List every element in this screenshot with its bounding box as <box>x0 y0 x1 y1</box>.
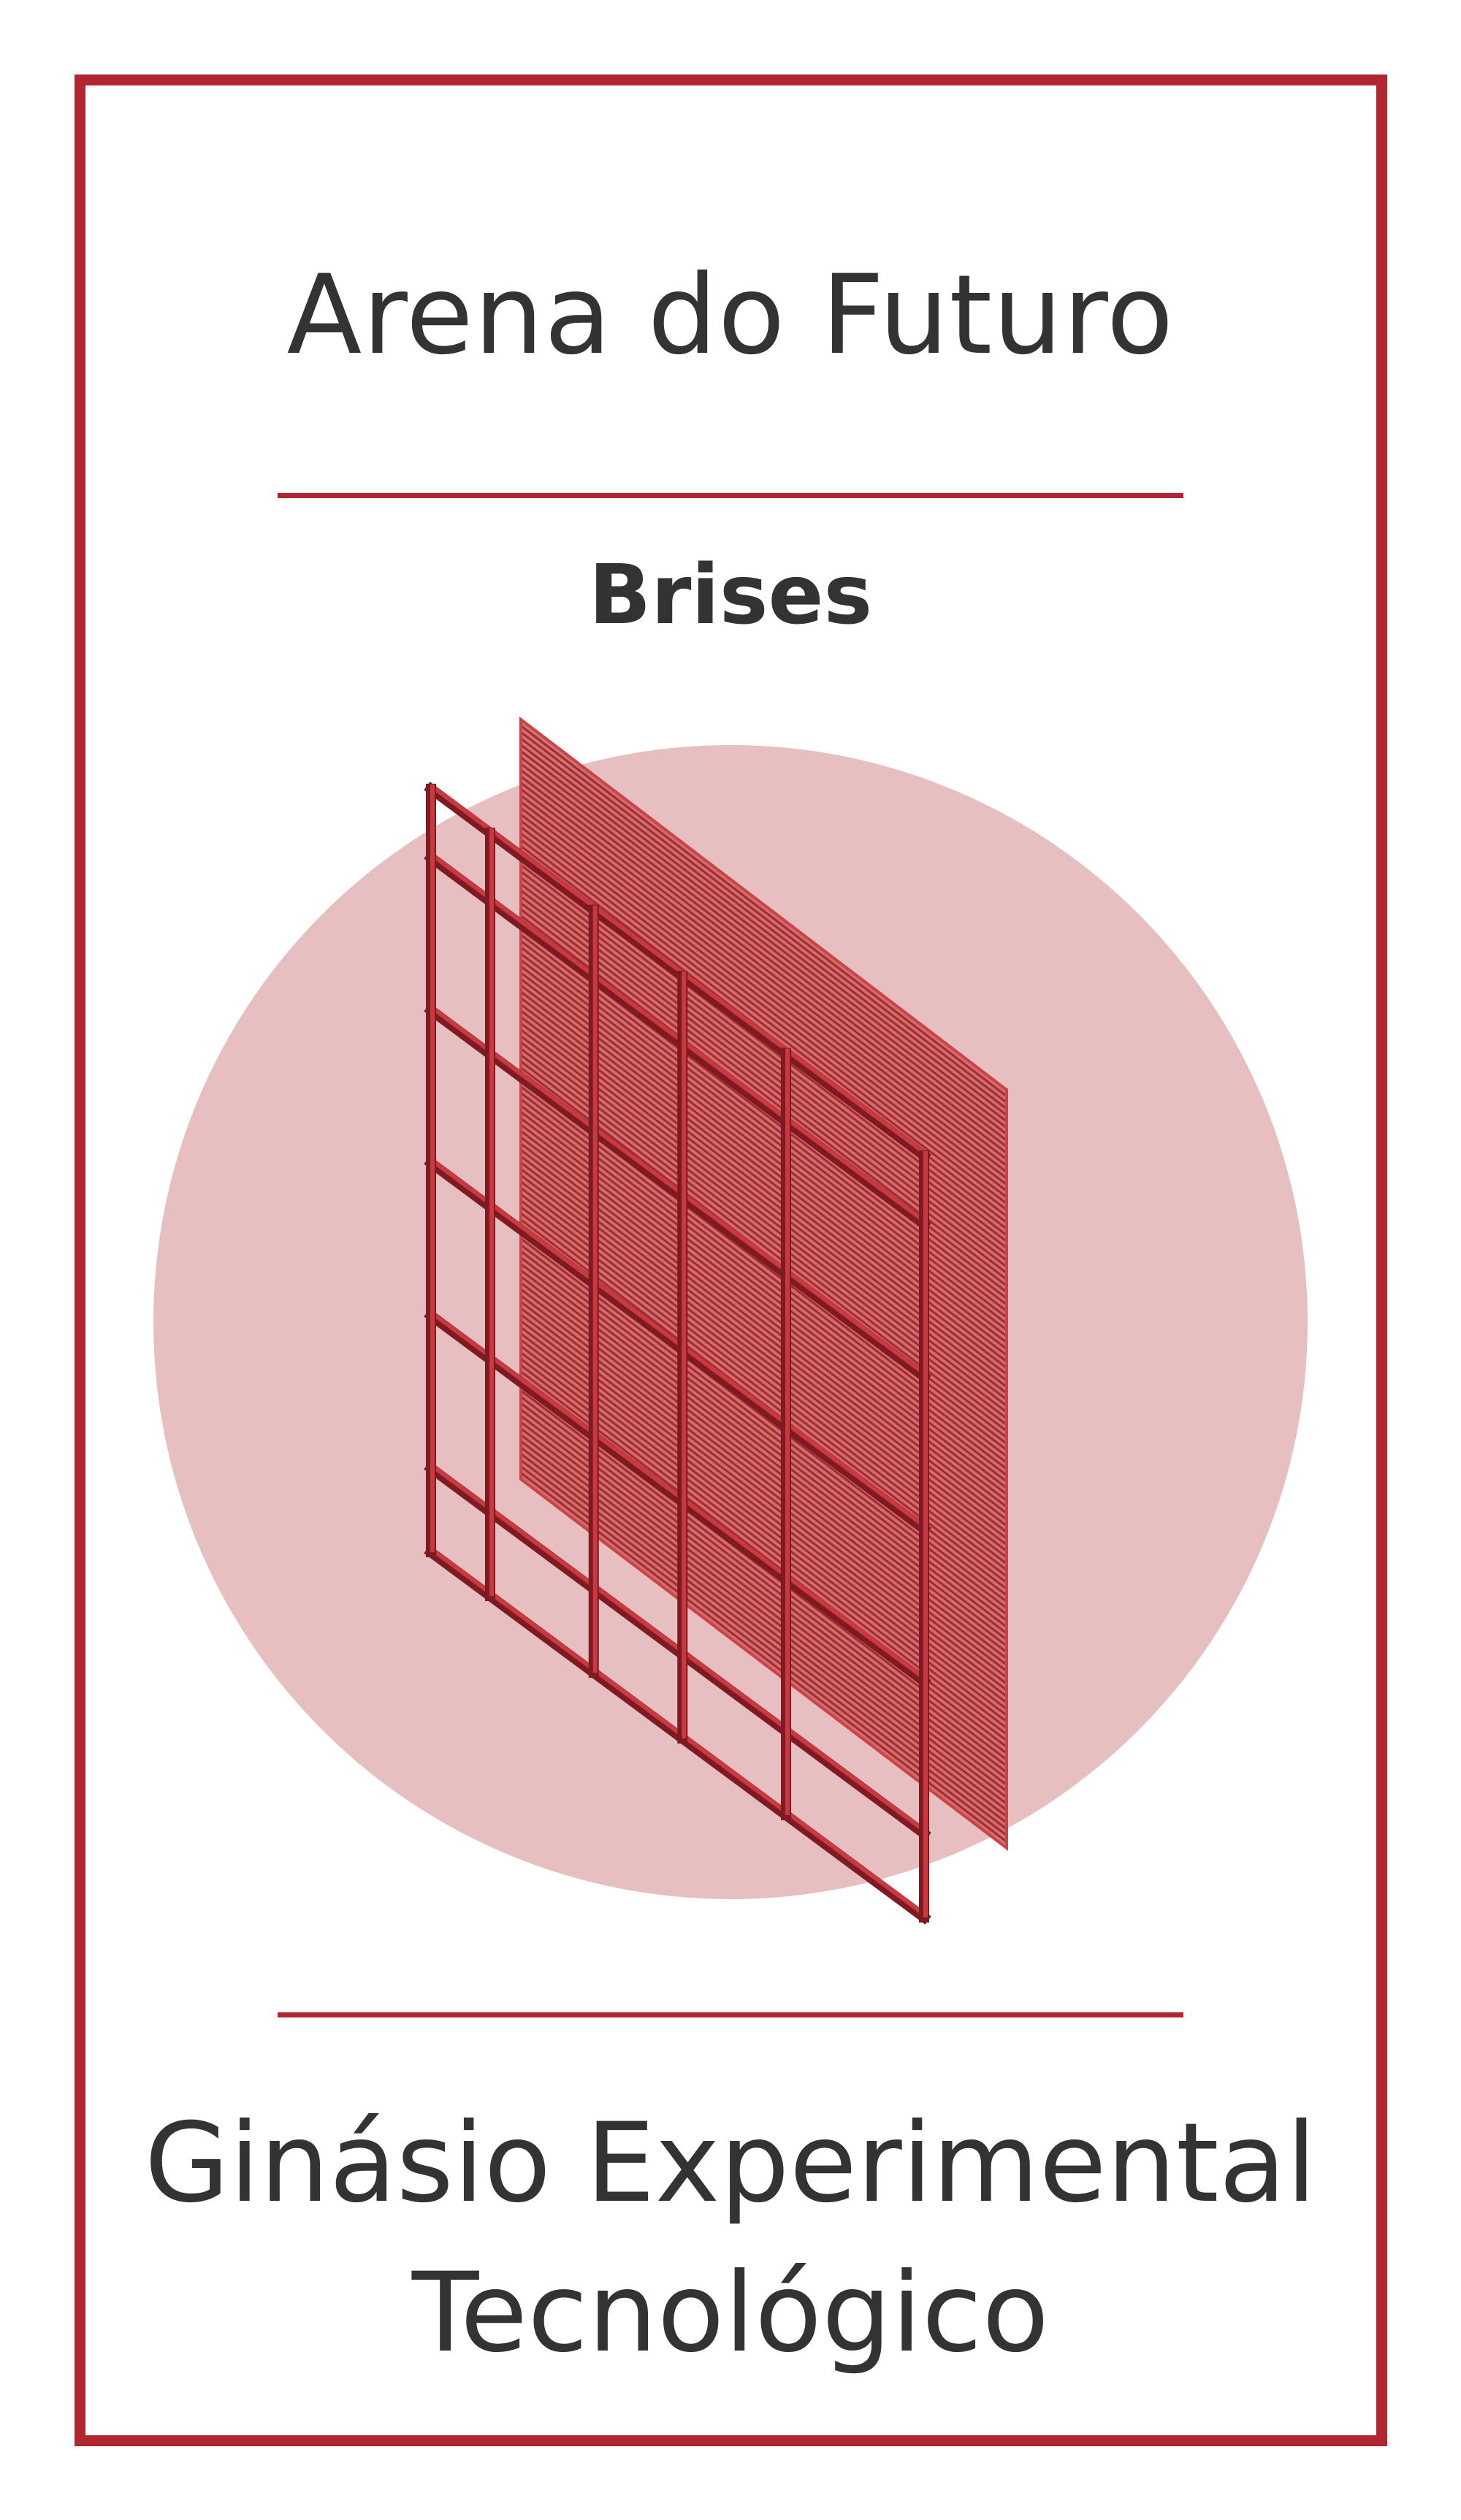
footer-caption: Ginásio Experimental Tecnológico <box>0 2089 1461 2389</box>
louver-slat <box>520 744 1007 1116</box>
bottom-divider <box>278 2012 1183 2017</box>
louver-slat <box>520 807 1007 1180</box>
steel-frame <box>424 782 931 1925</box>
page-title: Arena do Futuro <box>286 252 1175 379</box>
louver-slat <box>520 737 1007 1110</box>
louver-slat <box>520 731 1007 1104</box>
louver-slat <box>520 820 1007 1192</box>
section-subtitle: Brises <box>588 548 873 643</box>
louver-slat <box>520 775 1007 1148</box>
louver-slat <box>520 725 1007 1097</box>
louver-slat <box>520 763 1007 1135</box>
louver-slat <box>520 788 1007 1161</box>
louver-slat <box>520 750 1007 1123</box>
footer-line-2: Tecnológico <box>411 2250 1050 2377</box>
louver-slat <box>520 839 1007 1211</box>
top-divider <box>278 493 1183 498</box>
louver-slat <box>520 769 1007 1142</box>
louver-slat <box>520 826 1007 1199</box>
louver-slat <box>520 794 1007 1167</box>
louver-slat <box>520 801 1007 1173</box>
footer-line-1: Ginásio Experimental <box>144 2100 1317 2227</box>
louver-slat <box>520 832 1007 1204</box>
louver-slat <box>520 813 1007 1185</box>
louver-slat <box>520 756 1007 1129</box>
border-frame <box>75 75 1387 2446</box>
frame-beam-highlight <box>429 783 929 1157</box>
louver-slat <box>520 782 1007 1154</box>
